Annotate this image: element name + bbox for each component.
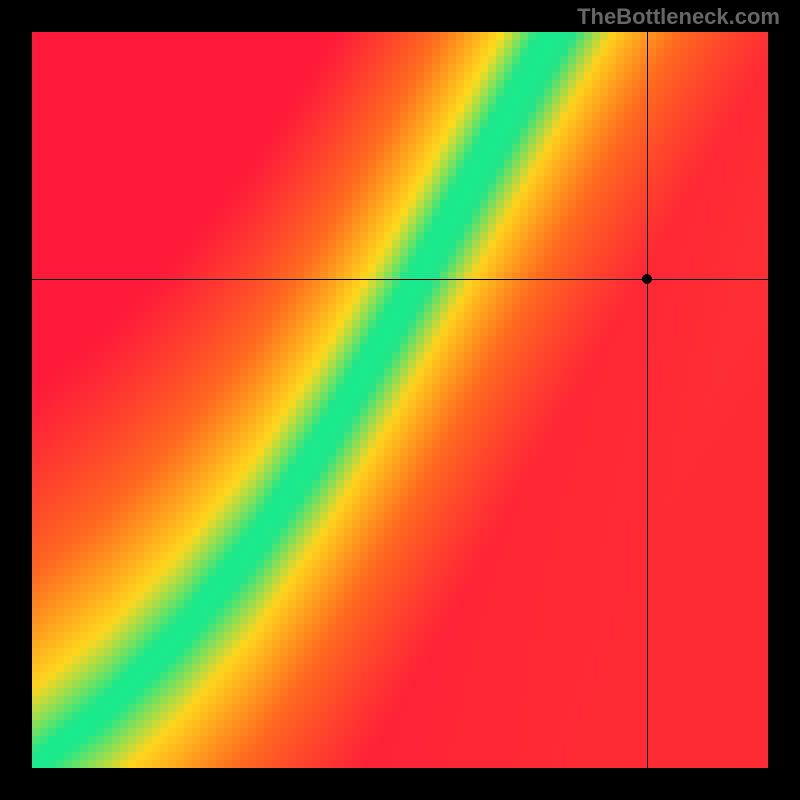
crosshair-vertical xyxy=(647,32,648,768)
crosshair-horizontal xyxy=(32,279,768,280)
heatmap-canvas xyxy=(32,32,768,768)
watermark-text: TheBottleneck.com xyxy=(577,4,780,30)
heatmap-plot xyxy=(32,32,768,768)
crosshair-dot xyxy=(642,274,652,284)
